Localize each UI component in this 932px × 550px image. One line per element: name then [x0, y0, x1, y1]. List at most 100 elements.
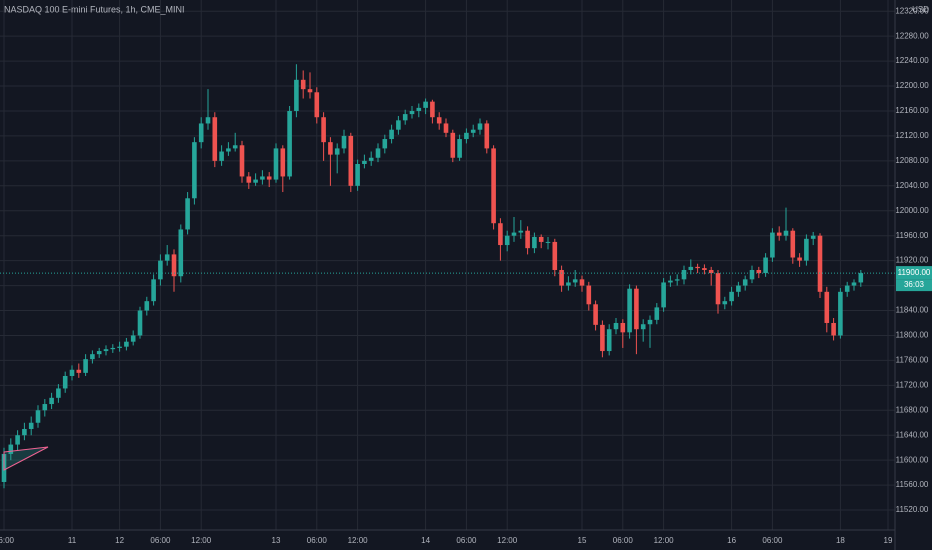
candle-body	[164, 254, 170, 261]
candle-body	[844, 285, 850, 292]
candle-body	[389, 129, 394, 140]
candle-body	[593, 304, 598, 325]
candle-body	[586, 285, 592, 305]
x-tick-label: 14	[421, 536, 430, 545]
candle-body	[831, 322, 836, 336]
candle-body	[559, 269, 564, 286]
candle-body	[28, 422, 34, 429]
candle-body	[307, 89, 313, 93]
chart-title: NASDAQ 100 E-mini Futures, 1h, CME_MINI	[4, 4, 185, 14]
countdown: 36:03	[904, 280, 925, 289]
candle-body	[810, 235, 816, 239]
y-tick-label: 11520.00	[896, 505, 929, 514]
candle-body	[450, 132, 456, 158]
candle-body	[130, 335, 136, 342]
candle-body	[382, 139, 388, 149]
candle-body	[457, 139, 462, 158]
y-tick-label: 12160.00	[895, 106, 929, 115]
candle-body	[185, 198, 190, 230]
candle-body	[253, 179, 258, 183]
y-tick-label: 11720.00	[896, 380, 929, 389]
candle-body	[35, 410, 41, 423]
candle-body	[858, 273, 864, 283]
x-tick-label: 06:00	[150, 536, 171, 545]
candle-body	[83, 359, 88, 373]
candle-body	[770, 232, 775, 258]
candle-body	[124, 341, 129, 347]
candle-body	[212, 117, 218, 161]
candle-body	[355, 163, 360, 186]
candle-body	[328, 142, 333, 155]
candle-body	[511, 232, 517, 236]
candle-body	[674, 279, 680, 281]
x-tick-label: 12:00	[497, 536, 518, 545]
y-tick-label: 11640.00	[896, 430, 929, 439]
candle-body	[192, 142, 197, 199]
candle-body	[498, 223, 503, 246]
candle-body	[22, 428, 27, 436]
candle-body	[620, 322, 626, 333]
candle-body	[749, 269, 755, 280]
candle-body	[96, 351, 102, 355]
candle-body	[668, 280, 673, 283]
y-tick-label: 11600.00	[896, 455, 929, 464]
candle-body	[443, 123, 449, 133]
candle-body	[504, 235, 510, 246]
candle-body	[491, 148, 496, 224]
candle-body	[532, 236, 537, 249]
candle-body	[661, 282, 666, 308]
candle-body	[715, 273, 721, 305]
candle-body	[362, 160, 367, 164]
x-tick-label: 12:00	[348, 536, 369, 545]
candle-body	[566, 282, 571, 286]
x-tick-label: 12:00	[191, 536, 212, 545]
last-price-label: 11900.00	[898, 268, 931, 277]
candle-body	[260, 176, 265, 180]
candle-body	[151, 279, 156, 302]
y-tick-label: 12240.00	[895, 56, 929, 65]
y-tick-label: 12120.00	[895, 131, 929, 140]
candle-body	[205, 117, 211, 124]
x-tick-label: 13	[272, 536, 281, 545]
candle-body	[430, 101, 435, 118]
candle-body	[409, 110, 415, 115]
candle-body	[552, 241, 558, 270]
candles	[1, 64, 864, 489]
y-tick-label: 12080.00	[895, 156, 929, 165]
candle-body	[702, 268, 707, 270]
candle-body	[103, 349, 109, 352]
x-tick-label: 06:00	[456, 536, 477, 545]
candle-body	[232, 145, 238, 149]
candle-body	[606, 329, 612, 352]
candle-body	[49, 397, 54, 405]
candle-body	[76, 369, 82, 373]
candle-body	[273, 148, 279, 180]
y-tick-label: 12040.00	[895, 181, 929, 190]
candle-body	[280, 148, 286, 177]
candle-body	[654, 307, 660, 320]
candle-body	[600, 324, 605, 352]
candle-body	[627, 288, 632, 333]
candle-body	[790, 230, 796, 258]
y-tick-label: 11560.00	[896, 480, 929, 489]
candle-body	[42, 404, 48, 411]
candle-body	[804, 238, 809, 261]
candle-body	[538, 236, 544, 242]
candle-body	[824, 291, 830, 323]
candle-body	[695, 266, 700, 269]
candle-body	[402, 114, 408, 121]
candle-body	[736, 285, 741, 292]
candle-body	[300, 79, 306, 90]
candle-body	[838, 291, 843, 336]
candle-body	[8, 444, 14, 454]
candle-body	[69, 369, 75, 376]
y-tick-label: 11960.00	[896, 231, 929, 240]
x-tick-label: 18	[836, 536, 845, 545]
y-tick-label: 12200.00	[895, 81, 929, 90]
x-tick-label: 06:00	[0, 536, 15, 545]
candle-body	[708, 269, 714, 274]
candle-body	[266, 176, 272, 180]
candle-body	[239, 145, 245, 177]
candle-body	[56, 388, 61, 398]
